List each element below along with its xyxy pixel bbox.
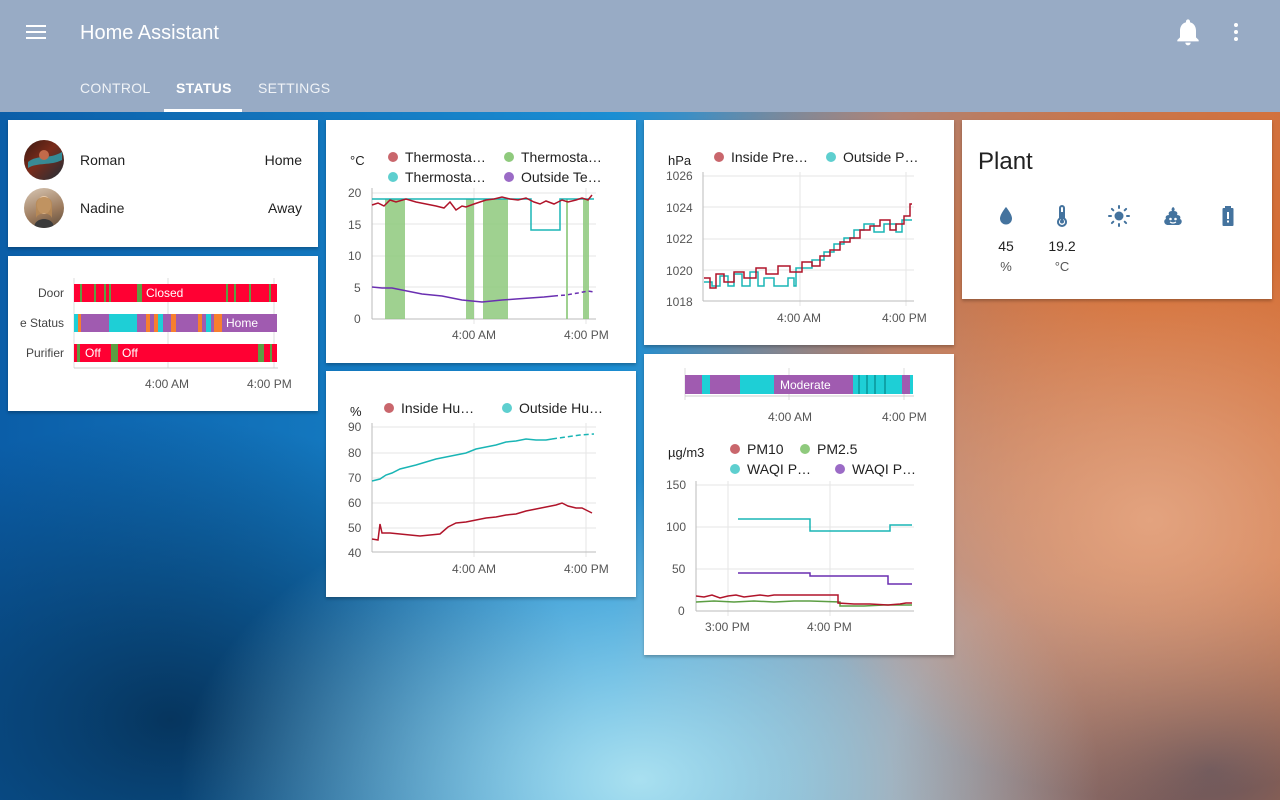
x-tick-label: 4:00 AM [145,377,190,391]
plant-moisture-value: 45 [998,238,1014,254]
battery-icon[interactable] [1216,204,1240,228]
tab-control[interactable]: CONTROL [80,80,151,96]
y-tick-label: 50 [348,521,362,535]
x-tick-label: 4:00 AM [768,410,813,424]
bell-icon[interactable] [1172,16,1204,48]
legend-item[interactable]: Outside P… [826,149,918,165]
y-tick-label: 70 [348,471,362,485]
tab-status[interactable]: STATUS [176,80,232,96]
x-tick-label: 4:00 PM [247,377,292,391]
y-tick-label: 5 [354,281,361,295]
humidity-line-chart [371,423,596,557]
temperature-chart-card: °C Thermosta… Thermosta… Thermosta… Outs… [326,120,636,363]
person-name-nadine: Nadine [80,200,125,216]
timeline-state-door: Closed [146,286,184,300]
legend-item[interactable]: PM2.5 [800,441,857,457]
air-quality-timeline [684,368,914,400]
state-timeline-chart [73,278,278,369]
person-state-roman: Home [264,152,302,168]
y-tick-label: 10 [348,249,362,263]
tab-settings[interactable]: SETTINGS [258,80,331,96]
timeline-state-status: Home [226,316,259,330]
person-state-nadine: Away [268,200,302,216]
avatar-nadine[interactable] [24,188,64,228]
y-tick-label: 50 [672,562,686,576]
y-tick-label: 1018 [666,295,693,309]
x-tick-label: 4:00 AM [452,328,497,342]
water-drop-icon[interactable] [994,204,1018,228]
person-name-roman: Roman [80,152,126,168]
people-card: Roman Home Nadine Away [8,120,318,247]
timeline-label-door: Door [37,286,64,300]
y-tick-label: 1026 [666,169,693,183]
dots-vertical-icon[interactable] [1220,16,1252,48]
legend-item[interactable]: Thermosta… [388,169,486,185]
humidity-chart-card: % Inside Hu… Outside Hu… 90 80 70 60 50 … [326,371,636,597]
legend-item[interactable]: WAQI P… [730,461,811,477]
timeline-bar-purifier[interactable] [74,344,277,362]
legend-item[interactable]: WAQI P… [835,461,916,477]
y-tick-label: 150 [666,478,687,492]
air-quality-card: Moderate 4:00 AM 4:00 PM µg/m3 PM10 PM2.… [644,354,954,655]
plant-temperature-unit: °C [1054,259,1070,274]
y-tick-label: 20 [348,186,362,200]
x-tick-label: 4:00 PM [882,311,927,325]
x-tick-label: 4:00 PM [807,620,852,634]
legend-item[interactable]: Inside Pre… [714,149,808,165]
y-tick-label: 100 [666,520,687,534]
active-tab-indicator [164,109,242,112]
plant-title: Plant [978,148,1033,175]
x-tick-label: 4:00 AM [777,311,822,325]
y-tick-label: 15 [348,218,362,232]
timeline-state-purifier-2: Off [122,346,138,360]
y-tick-label: 1022 [666,232,693,246]
pressure-line-chart [702,172,914,306]
legend-item[interactable]: Outside Te… [504,169,602,185]
timeline-state-purifier-1: Off [85,346,101,360]
x-tick-label: 4:00 AM [452,562,497,576]
app-title: Home Assistant [80,22,219,44]
poop-icon[interactable] [1161,204,1185,228]
y-tick-label: 1024 [666,201,693,215]
legend-item[interactable]: Outside Hu… [502,400,603,416]
y-tick-label: 40 [348,546,362,560]
legend-item[interactable]: PM10 [730,441,784,457]
y-tick-label: 90 [348,420,362,434]
plant-temperature-value: 19.2 [1048,238,1076,254]
temperature-line-chart [371,188,596,324]
avatar-roman[interactable] [24,140,64,180]
app-toolbar: Home Assistant CONTROL STATUS SETTINGS [0,0,1280,112]
menu-icon[interactable] [20,16,52,48]
x-tick-label: 4:00 PM [564,562,609,576]
air-quality-state: Moderate [780,378,831,392]
state-timeline-card: Door e Status Purifier [8,256,318,411]
sun-icon[interactable] [1107,204,1131,228]
x-tick-label: 4:00 PM [882,410,927,424]
x-tick-label: 4:00 PM [564,328,609,342]
y-axis-unit: hPa [668,153,692,168]
y-tick-label: 60 [348,496,362,510]
y-axis-unit: °C [350,153,365,168]
plant-card: Plant 45 % 19.2 °C [962,120,1272,299]
x-tick-label: 3:00 PM [705,620,750,634]
legend-item[interactable]: Thermosta… [388,149,486,165]
timeline-label-purifier: Purifier [25,346,64,360]
legend-item[interactable]: Thermosta… [504,149,602,165]
y-tick-label: 0 [354,312,361,326]
timeline-label-status: e Status [19,316,64,330]
legend-item[interactable]: Inside Hu… [384,400,474,416]
y-axis-unit: µg/m3 [668,445,705,460]
y-tick-label: 80 [348,446,362,460]
y-tick-label: 1020 [666,264,693,278]
thermometer-icon[interactable] [1050,204,1074,228]
y-tick-label: 0 [678,604,685,618]
plant-moisture-unit: % [1000,259,1012,274]
pressure-chart-card: hPa Inside Pre… Outside P… 1026 1024 102… [644,120,954,345]
y-axis-unit: % [350,404,362,419]
